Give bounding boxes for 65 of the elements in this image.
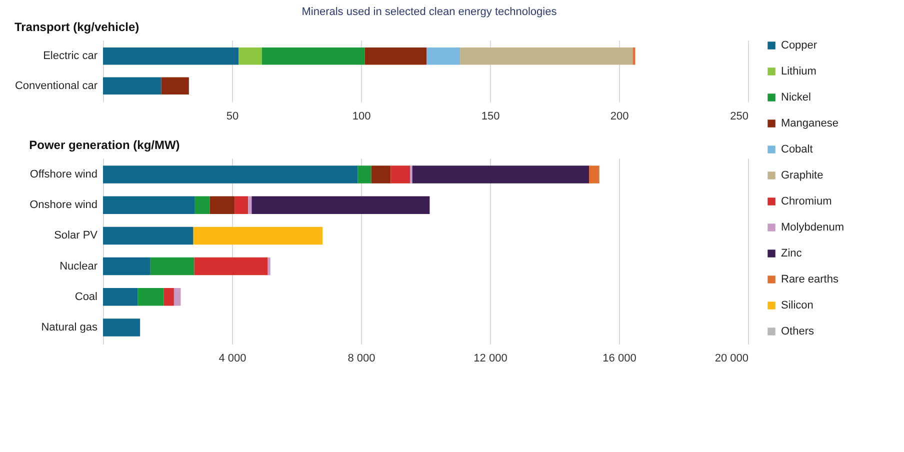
x-tick-label: 8 000 [348,352,376,364]
legend-label: Zinc [781,248,802,260]
y-tick-label: Nuclear [60,260,98,272]
legend-label: Rare earths [781,274,839,286]
legend-label: Copper [781,40,818,52]
bar [174,288,181,306]
bar [103,226,194,245]
x-tick-label: 16 000 [602,352,636,364]
y-tick-label: Onshore wind [30,199,98,212]
legend-label: Molybdenum [781,222,844,234]
bar [103,196,195,214]
x-tick-label: 4 000 [218,352,246,364]
bar [194,196,210,214]
bar [210,196,235,214]
chart-subtitle: Transport (kg/vehicle) [14,20,140,34]
chart-title: Minerals used in selected clean energy technologies [302,6,558,18]
y-tick-label: Natural gas [41,321,98,334]
x-tick-label: 100 [352,110,371,122]
legend-label: Nickel [781,92,811,104]
bar [194,257,268,276]
x-tick-label: 250 [730,110,748,122]
x-tick-label: 200 [610,110,629,122]
y-tick-label: Electric car [43,50,98,62]
legend-label: Graphite [781,170,824,182]
legend-label: Others [781,326,815,338]
bar [164,288,174,306]
bar [138,288,164,306]
bar [234,196,248,214]
x-tick-label: 150 [481,110,500,122]
bar [371,166,391,184]
bar [412,166,590,184]
bar [103,318,140,336]
bar [150,257,194,276]
bar [103,77,162,95]
bar [238,47,262,65]
bar [262,47,365,65]
bar [589,166,600,184]
bar [268,257,270,276]
bar [364,47,427,65]
bar [103,288,138,306]
bar [426,47,460,65]
legend-label: Manganese [781,118,838,130]
legend-label: Cobalt [781,144,813,156]
bar [632,47,636,65]
bar [193,226,323,245]
bar [103,47,239,65]
bar [161,77,189,95]
y-tick-label: Conventional car [14,80,98,92]
bar [103,257,150,276]
x-tick-label: 12 000 [474,352,508,364]
bar [103,166,358,184]
bar [460,47,633,65]
bar [252,196,430,214]
chart-subtitle: Power generation (kg/MW) [29,138,180,152]
y-tick-label: Solar PV [54,230,98,242]
legend-label: Silicon [781,300,814,312]
legend-label: Lithium [781,66,816,78]
legend-label: Chromium [781,196,832,208]
bar [248,196,252,214]
y-tick-label: Offshore wind [30,168,98,181]
bar [390,166,410,184]
x-tick-label: 20 000 [714,352,748,364]
bar [358,166,372,184]
y-tick-label: Coal [74,290,98,303]
x-tick-label: 50 [226,110,239,122]
